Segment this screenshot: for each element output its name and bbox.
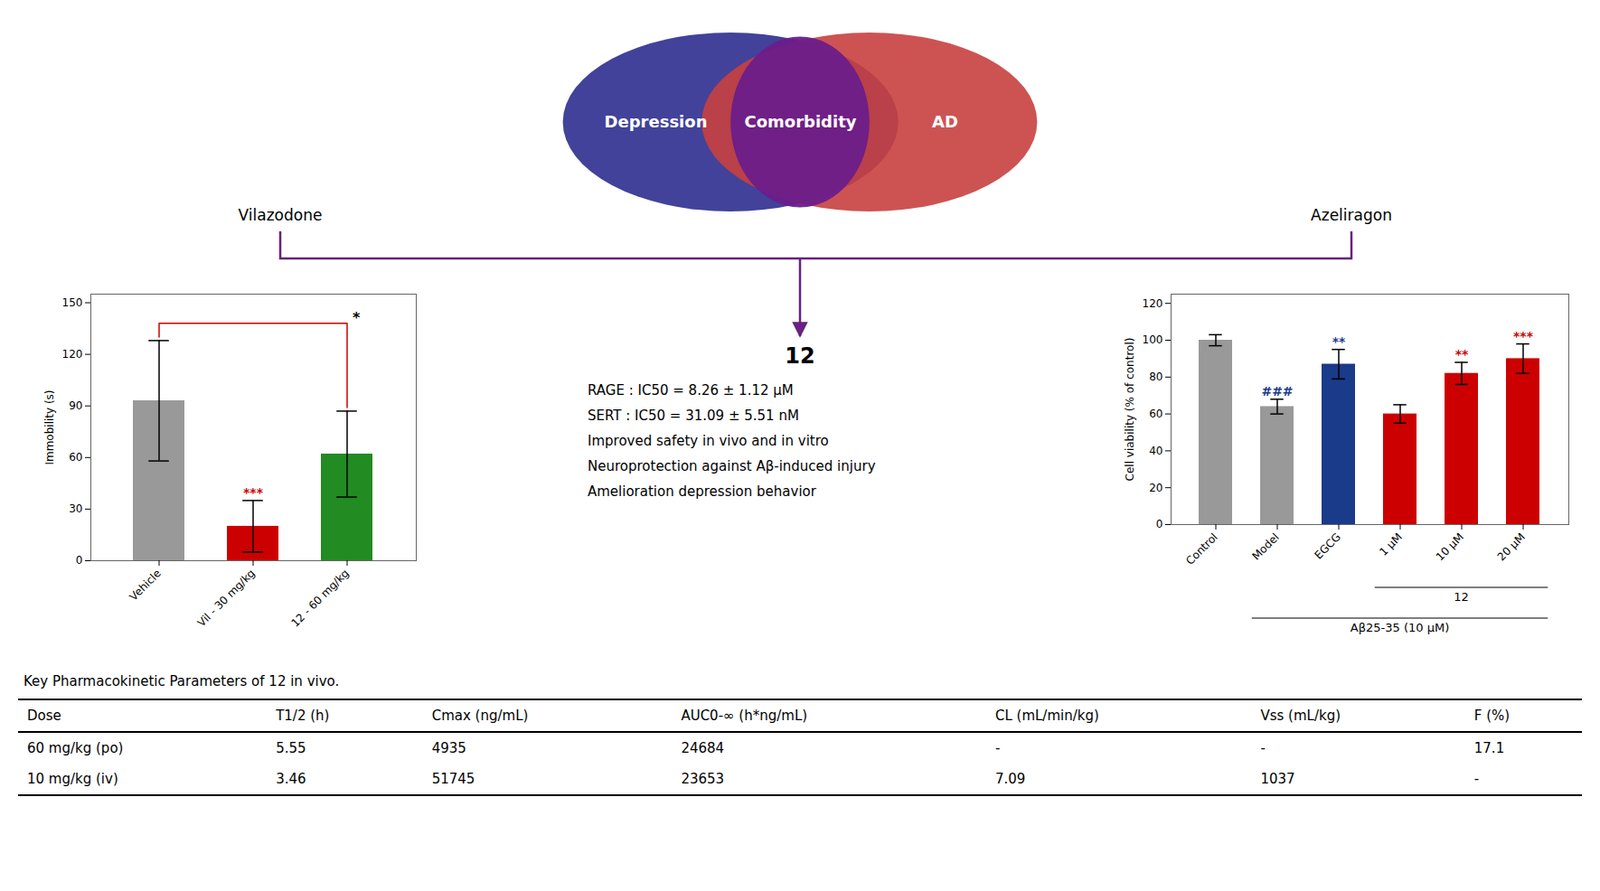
svg-text:90: 90 bbox=[68, 399, 83, 413]
svg-text:0: 0 bbox=[75, 554, 84, 567]
svg-text:EGCG: EGCG bbox=[1311, 530, 1343, 562]
svg-text:1 μM: 1 μM bbox=[1376, 530, 1405, 559]
svg-text:80: 80 bbox=[1148, 370, 1163, 384]
svg-text:*: * bbox=[352, 309, 361, 327]
html-text:12: 12 bbox=[784, 343, 816, 369]
html-text:1037: 1037 bbox=[1260, 771, 1296, 788]
svg-text:12 - 60 mg/kg: 12 - 60 mg/kg bbox=[288, 566, 351, 630]
html-text:Dose: Dose bbox=[27, 707, 62, 725]
svg-text:Control: Control bbox=[1183, 530, 1221, 568]
html-text:Vss (mL/kg): Vss (mL/kg) bbox=[1260, 707, 1341, 725]
svg-text:Depression: Depression bbox=[604, 112, 708, 132]
html-text:10 mg/kg (iv): 10 mg/kg (iv) bbox=[27, 771, 119, 788]
svg-text:Model: Model bbox=[1249, 530, 1281, 563]
html-text:3.46: 3.46 bbox=[275, 771, 306, 788]
html-text:Vilazodone: Vilazodone bbox=[238, 206, 323, 225]
html-text:51745: 51745 bbox=[431, 771, 475, 788]
html-text:Improved safety in vivo and in: Improved safety in vivo and in vitro bbox=[587, 432, 829, 450]
svg-text:0: 0 bbox=[1156, 517, 1164, 531]
html-text:5.55: 5.55 bbox=[275, 740, 306, 757]
svg-text:60: 60 bbox=[68, 451, 83, 464]
svg-text:***: *** bbox=[243, 485, 264, 500]
svg-text:20 μM: 20 μM bbox=[1495, 530, 1528, 564]
html-text:Azeliragon: Azeliragon bbox=[1310, 206, 1392, 225]
svg-text:30: 30 bbox=[68, 502, 83, 516]
html-text:F (%): F (%) bbox=[1474, 707, 1510, 725]
html-text:Key Pharmacokinetic Parameters: Key Pharmacokinetic Parameters of 12 in … bbox=[23, 673, 340, 690]
html-text:T1/2 (h): T1/2 (h) bbox=[275, 707, 330, 725]
html-text:RAGE : IC50 = 8.26 ± 1.12 μM: RAGE : IC50 = 8.26 ± 1.12 μM bbox=[587, 382, 794, 399]
svg-text:20: 20 bbox=[1148, 481, 1163, 495]
svg-text:Vehicle: Vehicle bbox=[127, 566, 164, 603]
svg-text:Cell viability (% of control): Cell viability (% of control) bbox=[1123, 338, 1137, 482]
svg-text:40: 40 bbox=[1148, 444, 1163, 458]
html-text:AUC0-∞ (h*ng/mL): AUC0-∞ (h*ng/mL) bbox=[681, 707, 808, 725]
html-text:60 mg/kg (po): 60 mg/kg (po) bbox=[27, 740, 124, 757]
svg-text:12: 12 bbox=[1453, 590, 1469, 604]
html-text:SERT : IC50 = 31.09 ± 5.51 nM: SERT : IC50 = 31.09 ± 5.51 nM bbox=[587, 407, 799, 424]
svg-text:###: ### bbox=[1261, 384, 1293, 399]
html-text:Amelioration depression behavi: Amelioration depression behavior bbox=[587, 483, 817, 500]
html-text:Neuroprotection against Aβ-ind: Neuroprotection against Aβ-induced injur… bbox=[587, 458, 876, 475]
svg-text:100: 100 bbox=[1142, 333, 1164, 347]
svg-text:Immobility (s): Immobility (s) bbox=[43, 389, 57, 465]
svg-text:**: ** bbox=[1455, 347, 1469, 362]
html-text:23653: 23653 bbox=[681, 771, 725, 788]
svg-text:**: ** bbox=[1332, 334, 1346, 349]
svg-text:AD: AD bbox=[931, 112, 959, 132]
html-text:CL (mL/min/kg): CL (mL/min/kg) bbox=[995, 707, 1100, 725]
html-text:24684: 24684 bbox=[681, 740, 725, 757]
html-text:17.1: 17.1 bbox=[1474, 740, 1505, 757]
svg-text:60: 60 bbox=[1148, 407, 1163, 421]
html-text:Cmax (ng/mL): Cmax (ng/mL) bbox=[431, 707, 529, 725]
svg-text:10 μM: 10 μM bbox=[1433, 530, 1467, 564]
html-text:7.09: 7.09 bbox=[995, 771, 1026, 788]
svg-text:***: *** bbox=[1513, 329, 1535, 344]
html-text:4935: 4935 bbox=[431, 740, 467, 757]
svg-text:120: 120 bbox=[62, 348, 84, 361]
svg-text:150: 150 bbox=[62, 296, 84, 310]
svg-text:Comorbidity: Comorbidity bbox=[743, 112, 857, 132]
svg-text:Vil - 30 mg/kg: Vil - 30 mg/kg bbox=[195, 566, 258, 630]
svg-text:Aβ25-35 (10 μM): Aβ25-35 (10 μM) bbox=[1350, 621, 1450, 635]
svg-text:120: 120 bbox=[1142, 297, 1164, 311]
